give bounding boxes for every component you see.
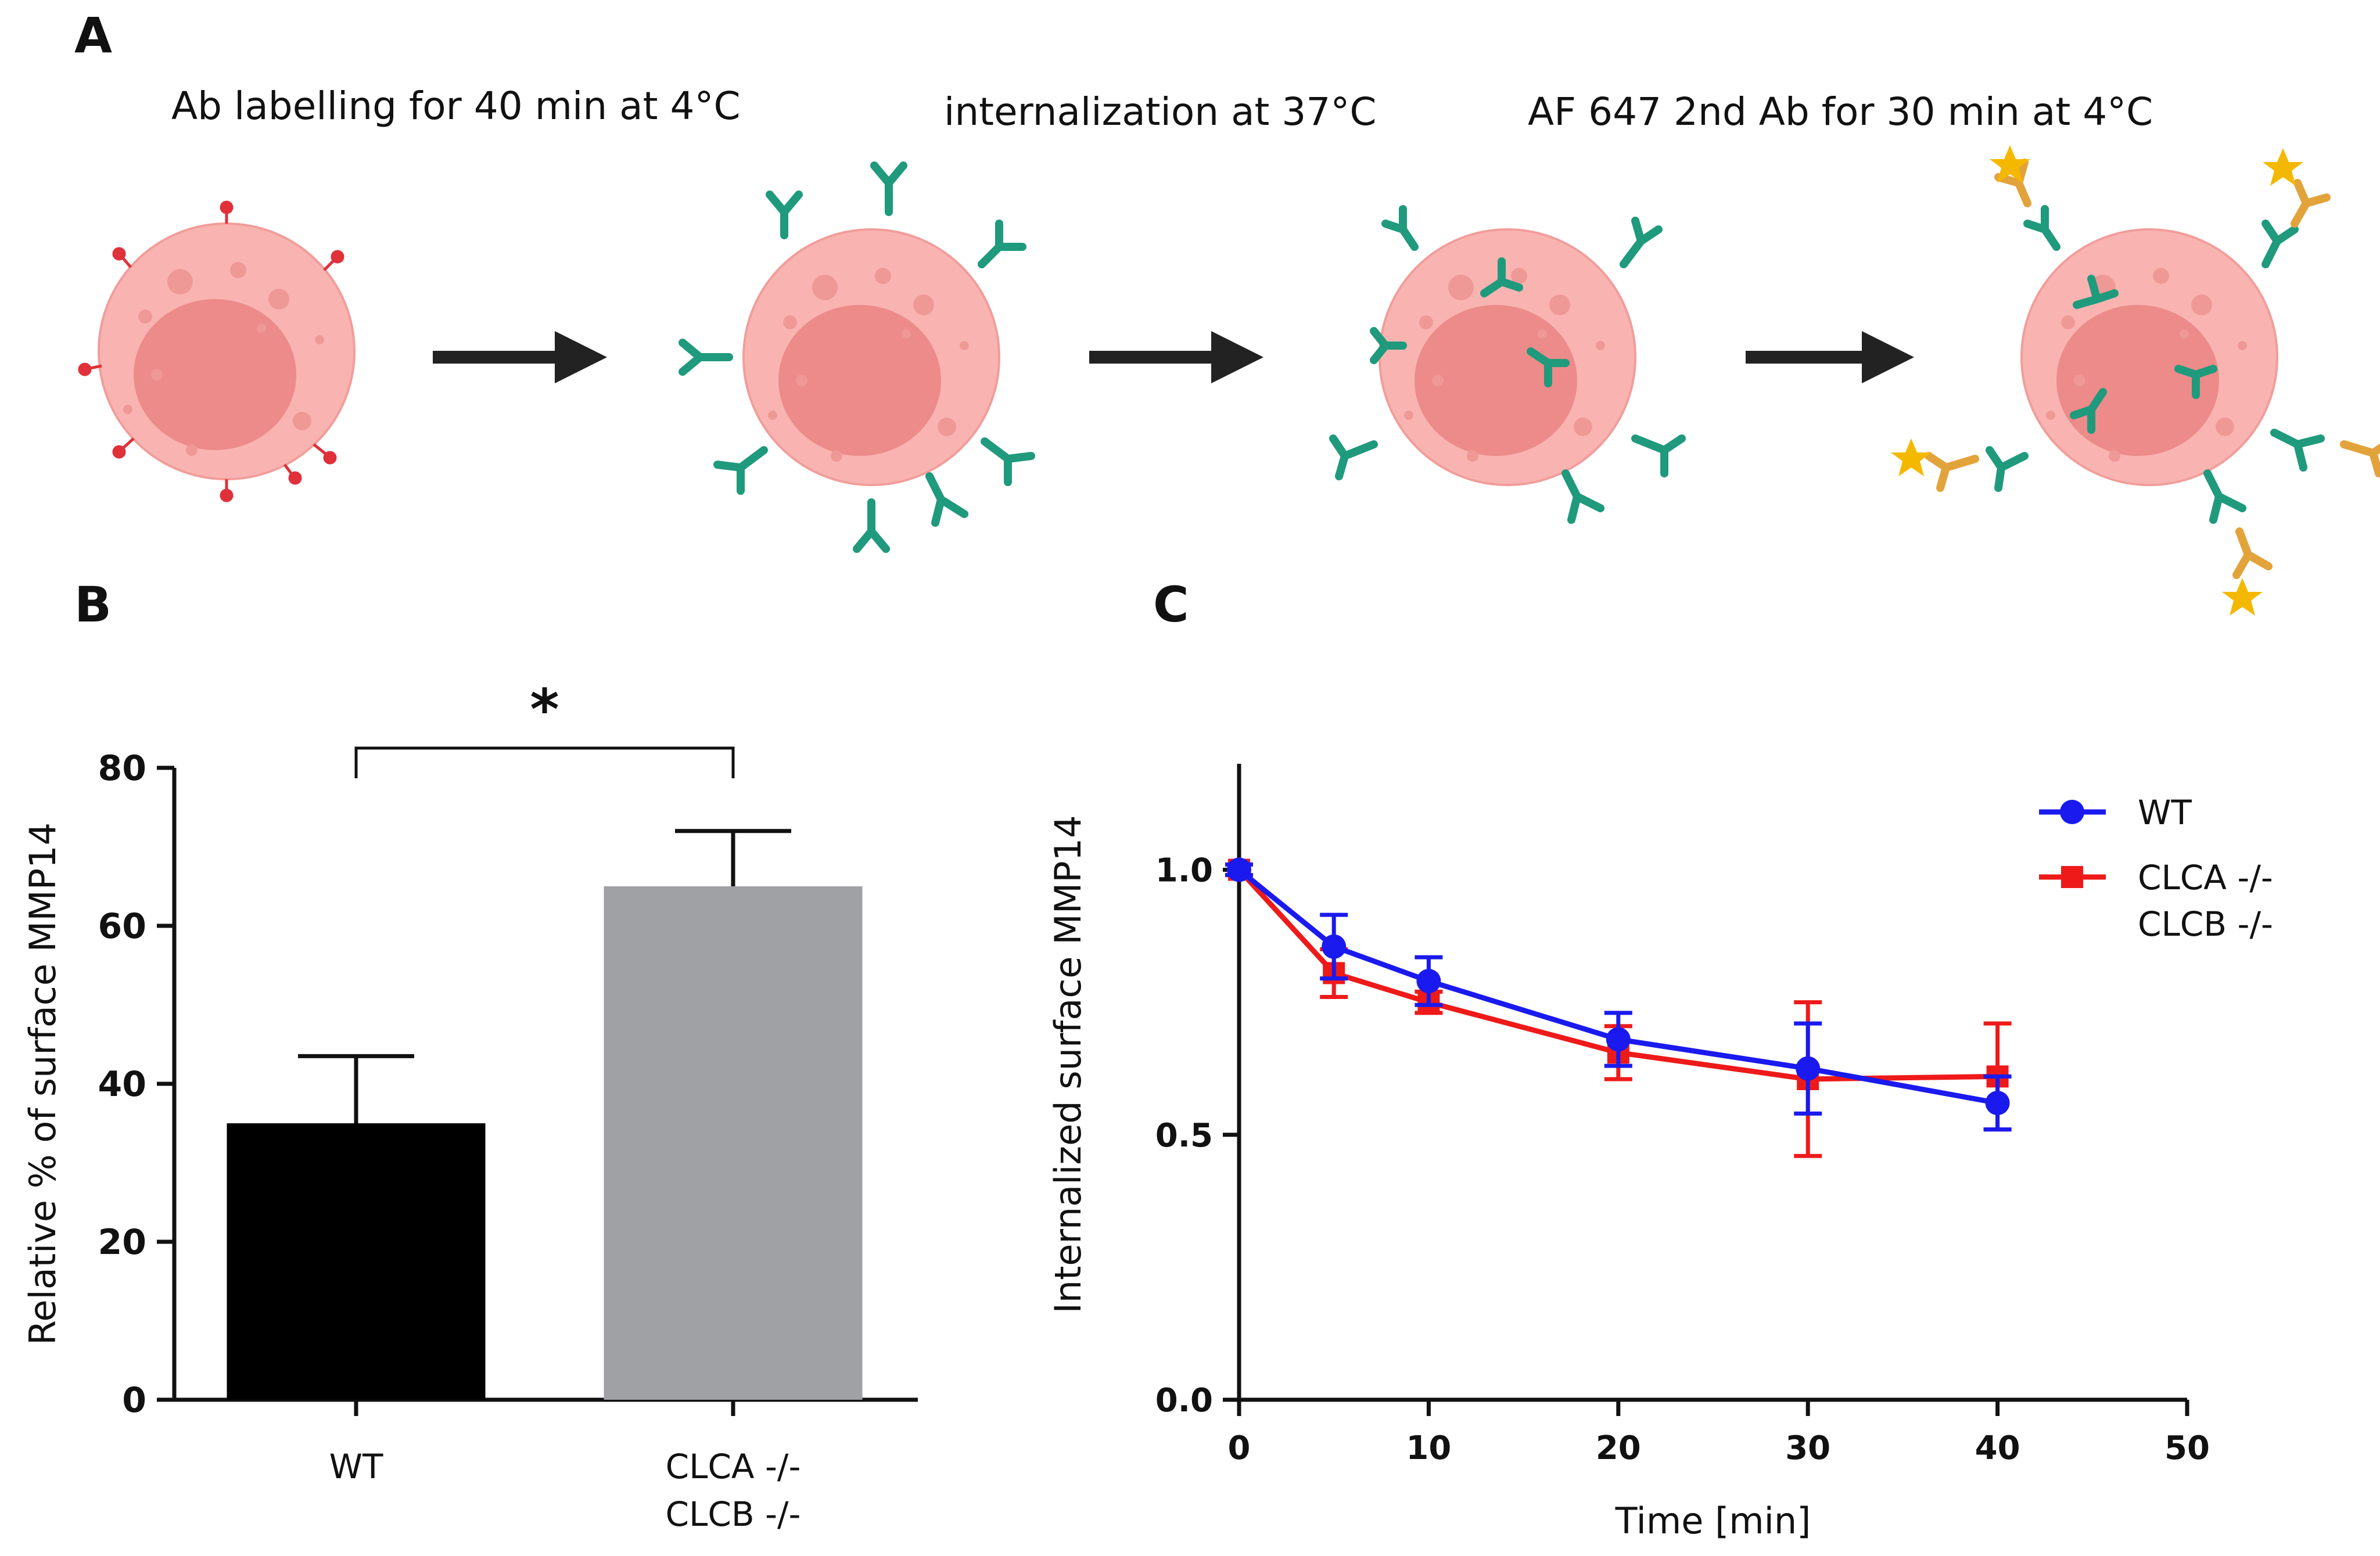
- legend-label: CLCA -/-: [2138, 858, 2273, 897]
- internalized-antibodies: [1329, 205, 1686, 524]
- primary-antibodies: [1986, 205, 2325, 524]
- legend: WT CLCA -/- CLCB -/-: [2039, 793, 2273, 944]
- series: [1225, 858, 2012, 1158]
- primary-antibodies: [679, 161, 1035, 553]
- category-label: CLCB -/-: [666, 1494, 801, 1534]
- y-tick-label: 40: [98, 1064, 147, 1105]
- y-tick-label: 60: [98, 906, 147, 947]
- significance-bracket: [354, 746, 735, 778]
- panel-b-letter: B: [74, 576, 112, 633]
- panel-c-letter: C: [1153, 576, 1189, 633]
- legend-marker: [2060, 800, 2084, 824]
- bar: [604, 886, 863, 1400]
- x-tick-label: 40: [1975, 1429, 2020, 1467]
- category-label: WT: [329, 1447, 383, 1486]
- y-tick-label: 0.0: [1155, 1382, 1213, 1420]
- x-tick-label: 20: [1596, 1429, 1641, 1467]
- line-chart: 0.0 0.5 1.0 0 10 20 30 40 50 Time [min] Internaliz…: [1047, 764, 2273, 1542]
- legend-marker: [2061, 866, 2083, 888]
- arrow-3: [1746, 331, 1914, 383]
- y-tick-label: 0.5: [1155, 1117, 1213, 1155]
- category-label: CLCA -/-: [666, 1447, 801, 1486]
- cell-internalized: [1329, 205, 1686, 524]
- y-tick-label: 20: [98, 1222, 147, 1263]
- data-point: [1416, 969, 1441, 994]
- bar-chart: 0 20 40 60 80 Relative % of surface MMP14 WT CL…: [21, 677, 918, 1534]
- cell-secondary-antibody: [1891, 145, 2380, 616]
- receptors: [78, 200, 344, 502]
- y-tick-label: 80: [98, 748, 147, 789]
- cell-primary-antibody: [679, 161, 1035, 553]
- cell-unlabelled: [78, 200, 356, 502]
- series-line: [1237, 868, 1998, 1106]
- panel-a-letter: A: [74, 7, 112, 64]
- data-point: [1322, 934, 1347, 959]
- data-point: [1606, 1027, 1631, 1052]
- x-tick-label: 10: [1406, 1429, 1451, 1467]
- arrow-1: [433, 331, 607, 383]
- data-point: [1985, 1091, 2010, 1115]
- series-line: [1237, 868, 1998, 1082]
- step-label-secondary: AF 647 2nd Ab for 30 min at 4°C: [1528, 89, 2153, 134]
- fluorophores: [1891, 145, 2303, 616]
- arrow-2: [1089, 331, 1263, 383]
- y-axis-title: Internalized surface MMP14: [1047, 815, 1089, 1313]
- y-axis-title: Relative % of surface MMP14: [21, 822, 64, 1345]
- x-tick-label: 50: [2164, 1429, 2210, 1467]
- step-label-labelling: Ab labelling for 40 min at 4°C: [171, 84, 741, 128]
- x-tick-label: 30: [1785, 1429, 1830, 1467]
- significance-marker: *: [530, 677, 559, 742]
- data-point: [1796, 1056, 1821, 1081]
- x-axis-title: Time [min]: [1615, 1500, 1811, 1542]
- legend-label: WT: [2138, 793, 2192, 832]
- y-tick-label: 0: [122, 1380, 146, 1421]
- series: [1225, 857, 2012, 1132]
- legend-label: CLCB -/-: [2138, 904, 2273, 944]
- bar: [227, 1123, 486, 1400]
- x-tick-label: 0: [1228, 1429, 1251, 1467]
- data-point: [1227, 857, 1251, 882]
- y-tick-label: 1.0: [1155, 852, 1213, 890]
- step-label-internalization: internalization at 37°C: [944, 89, 1376, 134]
